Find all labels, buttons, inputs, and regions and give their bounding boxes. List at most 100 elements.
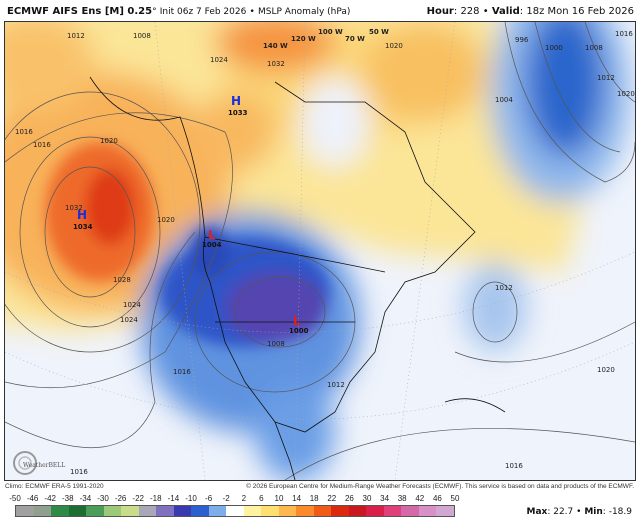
colorbar-tick-label: 34 [380,494,390,503]
colorbar-tick-label: 30 [362,494,372,503]
colorbar-tick-label: 14 [292,494,302,503]
pressure-centers: H 1034 H 1033 L 1004 L 1000 [73,94,309,335]
colorbar-swatch [103,506,122,516]
hour-label: Hour [426,6,454,17]
colorbar-swatch [401,506,419,516]
colorbar-swatch [121,506,139,516]
contour-label: 1020 [597,366,615,374]
colorbar-swatch [261,506,279,516]
low-marker: L [293,314,301,328]
min-value: -18.9 [608,507,632,517]
separator: • [482,6,489,17]
contour-label: 1016 [33,141,51,149]
colorbar-tick-label: -38 [62,494,74,503]
colorbar-swatch [156,506,174,516]
colorbar-swatch [418,506,437,516]
contour-label: 1012 [67,32,85,40]
contour-label: 1024 [120,316,138,324]
colorbar-swatch [296,506,314,516]
contour-label: 1016 [615,30,633,38]
degree: ° [152,7,157,17]
colorbar-swatch [138,506,157,516]
low-value: 1000 [289,327,309,335]
colorbar-swatch [173,506,192,516]
colorbar-swatch [331,506,349,516]
coastlines [89,76,506,481]
contour-label: 1004 [495,96,513,104]
copyright-note: © 2026 European Centre for Medium-Range … [246,483,634,490]
graticule [4,21,636,481]
colorbar-swatch [243,506,262,516]
colorbar-tick-label: -18 [150,494,162,503]
contour-label: 1000 [545,44,563,52]
contour-label: 1012 [495,284,513,292]
colorbar-swatch [33,506,52,516]
colorbar [15,505,455,517]
anomaly-map: 1012 1008 1016 1016 1020 1032 1028 1024 … [0,0,636,482]
valid-label: Valid [491,6,520,17]
contour-label: 1032 [65,204,83,212]
colorbar-swatch [313,506,332,516]
contour-label: 1028 [113,276,131,284]
weatherbell-logo: WeatherBELL [13,451,65,475]
contour-label: 1032 [267,60,285,68]
colorbar-tick-label: -10 [185,494,197,503]
colorbar-tick-label: -46 [26,494,39,503]
title: ECMWF AIFS Ens [M] 0.25° Init 06z 7 Feb … [7,6,350,17]
colorbar-tick-label: -50 [9,494,21,503]
longitude-label: 70 W [345,35,365,43]
contour-label: 1008 [585,44,603,52]
map-panel: 1012 1008 1016 1016 1020 1032 1028 1024 … [0,0,636,482]
colorbar-tick-label: -30 [97,494,109,503]
colorbar-tick-label: 46 [432,494,442,503]
longitude-label: 140 W [263,42,288,50]
colorbar-tick-label: -2 [222,494,230,503]
contour-label: 1008 [267,340,285,348]
colorbar-tick-label: 26 [344,494,354,503]
climo-note: Climo: ECMWF ERA-5 1991-2020 [5,483,104,490]
colorbar-tick-label: 38 [397,494,407,503]
low-marker: L [208,228,216,242]
colorbar-tick-label: 22 [327,494,337,503]
colorbar-swatch [348,506,367,516]
max-value: 22.7 [553,507,574,517]
longitude-label: 100 W [318,28,343,36]
colorbar-swatch [51,506,69,516]
colorbar-tick-label: 2 [241,494,247,503]
contour-label: 1020 [100,137,118,145]
min-label: Min [584,507,603,517]
longitude-label: 50 W [369,28,389,36]
contour-label: 996 [515,36,529,44]
colorbar-tick-label: -22 [132,494,144,503]
contour-label: 1008 [133,32,151,40]
valid-info: Hour: 228 • Valid: 18z Mon 16 Feb 2026 [426,6,634,17]
valid-value: 18z Mon 16 Feb 2026 [526,6,634,17]
contour-labels: 1012 1008 1016 1016 1020 1032 1028 1024 … [15,30,635,476]
contour-label: 1016 [173,368,191,376]
colorbar-tick-label: 6 [259,494,264,503]
colorbar-swatch [86,506,104,516]
contour-label: 1012 [327,381,345,389]
separator: • [576,507,582,517]
low-value: 1004 [202,241,222,249]
max-min: Max: 22.7 • Min: -18.9 [526,507,632,517]
colorbar-tick-label: -26 [114,494,127,503]
colorbar-tick-label: -14 [167,494,180,503]
colorbar-swatch [278,506,297,516]
colorbar-swatch [226,506,244,516]
colorbar-tick-label: -42 [44,494,56,503]
logo-text: WeatherBELL [23,462,65,469]
contour-label: 1016 [505,462,523,470]
init-time: Init 06z 7 Feb 2026 [159,7,247,17]
contour-label: 1020 [157,216,175,224]
colorbar-swatch [366,506,384,516]
colorbar-tick-label: 42 [415,494,425,503]
header: ECMWF AIFS Ens [M] 0.25° Init 06z 7 Feb … [0,0,640,21]
separator: • [249,7,255,17]
contour-label: 1016 [15,128,33,136]
anomaly-cores [45,142,330,347]
longitude-labels: 140 W 120 W 100 W 70 W 50 W [263,28,389,50]
longitude-label: 120 W [291,35,316,43]
colorbar-swatch [16,506,34,516]
field-name: MSLP Anomaly (hPa) [258,7,351,17]
